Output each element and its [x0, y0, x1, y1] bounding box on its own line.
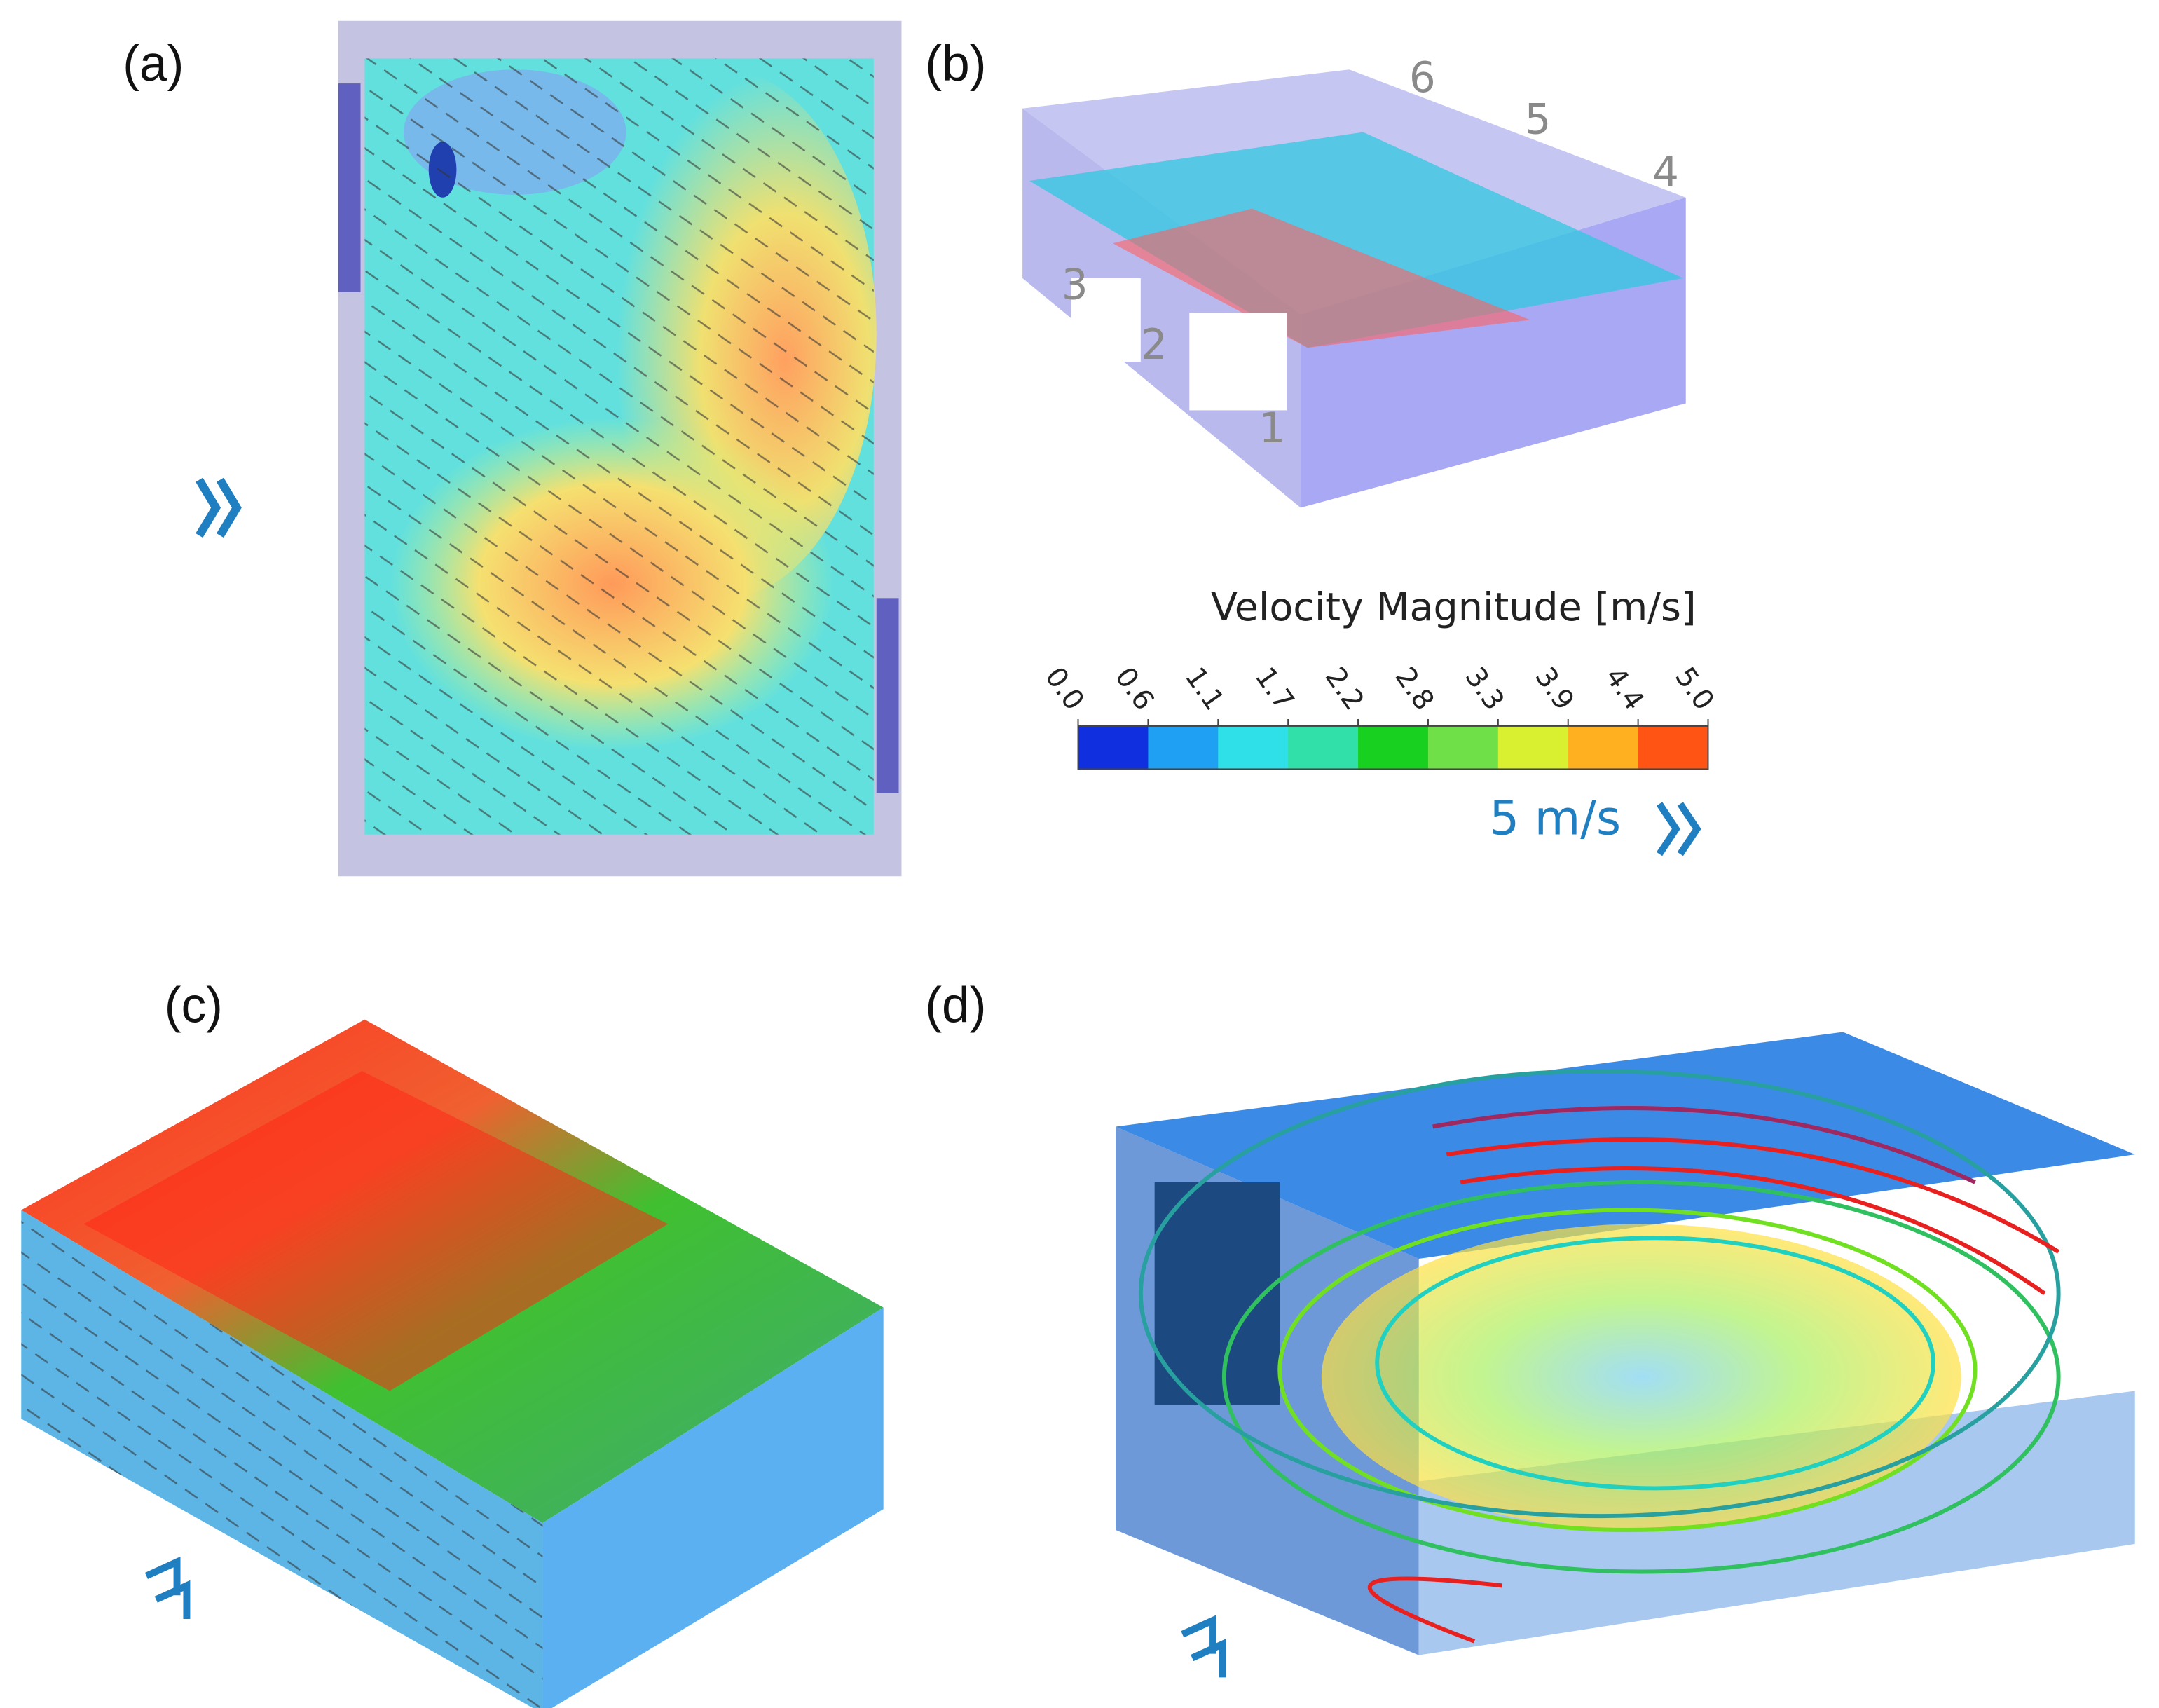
colorbar-tick-label: 0.6: [1109, 662, 1160, 716]
wind-direction-icon: [196, 477, 242, 538]
wind-direction-icon: [144, 1556, 191, 1619]
colorbar-segment: [1497, 725, 1569, 770]
velocity-vectors: [21, 1210, 543, 1708]
window: [1071, 278, 1141, 362]
panel-c: (c): [21, 978, 884, 1708]
colorbar-segment: [1427, 725, 1499, 770]
colorbar-frame: [1077, 725, 1709, 770]
panel-a: (a): [123, 20, 902, 877]
room-front-right: [542, 1307, 884, 1708]
window-label: 2: [1141, 321, 1167, 369]
window-label: 5: [1525, 96, 1551, 144]
window-label: 6: [1409, 54, 1436, 102]
colorbar-tick-label: 3.9: [1528, 662, 1580, 716]
window-label: 1: [1259, 404, 1286, 453]
panel-d: (d): [925, 978, 2135, 1678]
legend-title: Velocity Magnitude [m/s]: [1211, 585, 1697, 630]
room-top: [1116, 1032, 2135, 1259]
streamline: [1277, 1208, 1978, 1532]
colorbar-tick-label: 1.1: [1179, 662, 1231, 716]
colorbar: 0.0 0.6 1.1 1.7 2.2 2.8 3.3 3.9 4.4 5.0: [1039, 662, 1720, 770]
streamline: [1432, 1106, 1976, 1184]
velocity-plane-high: [1113, 208, 1530, 348]
window: [876, 598, 899, 793]
colorbar-segment: [1148, 725, 1219, 770]
colorbar-tick-label: 4.4: [1598, 662, 1650, 716]
colorbar-tick-label: 0.0: [1039, 662, 1090, 716]
wind-direction-icon: [1656, 802, 1701, 856]
panel-b: (b) 1 2 3 4 5 6 Velocity Magnitude [m/s]…: [925, 36, 1720, 856]
colorbar-tick-label: 2.8: [1389, 662, 1441, 716]
room-floor: [1418, 1391, 2135, 1655]
colorbar-segment: [1288, 725, 1359, 770]
high-velocity-zone: [83, 1071, 669, 1391]
streamline: [1221, 1180, 2061, 1574]
streamline-core: [1321, 1224, 1961, 1530]
panel-label: (d): [925, 978, 986, 1034]
window: [338, 83, 361, 292]
streamlines: [1138, 1069, 2061, 1644]
panel-label: (a): [123, 36, 184, 92]
wind-direction-icon: [1181, 1615, 1226, 1678]
streamline: [1367, 1137, 2060, 1644]
colorbar-segment: [1638, 725, 1709, 770]
velocity-vectors: [364, 58, 874, 835]
colorbar-tick-label: 2.2: [1319, 662, 1371, 716]
reference-vector: 5 m/s: [1489, 791, 1621, 846]
window-label: 4: [1652, 149, 1679, 197]
colorbar-tick-label: 1.7: [1249, 662, 1301, 716]
velocity-plane: [1029, 132, 1683, 348]
streamline: [1138, 1069, 2061, 1519]
window: [1154, 1182, 1280, 1405]
colorbar-segment: [1568, 725, 1639, 770]
panel-label: (c): [165, 978, 223, 1034]
colorbar-tick-label: 5.0: [1668, 662, 1720, 716]
colorbar-segment: [1358, 725, 1429, 770]
streamline: [1375, 1236, 1935, 1491]
colorbar-tick-label: 3.3: [1459, 662, 1511, 716]
window: [1189, 313, 1287, 411]
colorbar-segment: [1218, 725, 1289, 770]
panel-label: (b): [925, 36, 986, 92]
window-label: 3: [1062, 261, 1088, 310]
colorbar-segment: [1078, 725, 1149, 770]
